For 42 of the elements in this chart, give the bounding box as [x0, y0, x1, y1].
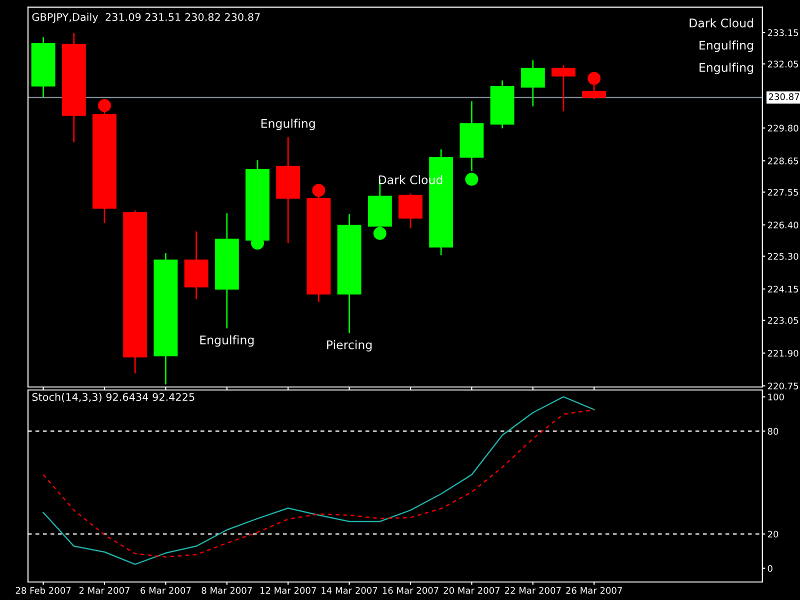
x-tick-label: 22 Mar 2007 [504, 587, 561, 594]
point [465, 172, 478, 186]
y-tick-label: 232.05 [768, 60, 798, 68]
y-tick-label: 80 [768, 428, 778, 435]
y-tick-label: 225.30 [768, 252, 798, 260]
x-tick-label: 28 Feb 2007 [16, 586, 71, 594]
point [312, 184, 326, 197]
x-tick-label: 8 Mar 2007 [202, 587, 252, 594]
point [373, 226, 386, 240]
annotation: Engulfing [200, 335, 254, 347]
point [588, 72, 601, 85]
x-tick-label: 6 Mar 2007 [140, 587, 191, 594]
annotation: Engulfing [700, 62, 753, 74]
text: GBPJPY,Daily 231.09 231.51 230.82 230.87 [32, 12, 260, 23]
y-tick-label: 220.75 [768, 382, 798, 390]
y-tick-label: 100 [768, 394, 784, 400]
x-tick-label: 2 Mar 2007 [79, 587, 130, 594]
candlestick [398, 192, 422, 229]
y-tick-label: 0 [768, 565, 772, 572]
y-tick-label: 228.65 [768, 158, 798, 164]
annotation: Piercing [327, 340, 372, 352]
chart-title: Stoch(14,3,3) 92.6434 92.4225 [32, 392, 194, 402]
annotation: Engulfing [261, 118, 315, 130]
annotation: Engulfing [700, 40, 753, 52]
y-tick-label: 226.40 [768, 222, 798, 228]
y-tick-label: 20 [768, 530, 778, 538]
y-tick-label: 223.05 [768, 317, 798, 324]
annotation: Dark Cloud [690, 18, 753, 28]
x-tick-label: 26 Mar 2007 [566, 587, 622, 594]
candlestick [520, 60, 545, 108]
x-tick-label: 16 Mar 2007 [382, 587, 438, 594]
y-tick-label: 224.15 [768, 286, 798, 293]
ref-line-label: 230.87 [768, 93, 800, 100]
point [98, 98, 112, 112]
x-tick-label: 12 Mar 2007 [260, 587, 316, 594]
y-tick-label: 227.55 [768, 188, 798, 196]
x-tick-label: 20 Mar 2007 [444, 587, 500, 594]
x-tick-label: 14 Mar 2007 [322, 587, 378, 594]
candlestick [552, 64, 576, 112]
y-tick-label: 229.80 [768, 124, 798, 132]
y-tick-label: 221.90 [768, 350, 798, 357]
y-tick-label: 233.15 [768, 29, 798, 36]
